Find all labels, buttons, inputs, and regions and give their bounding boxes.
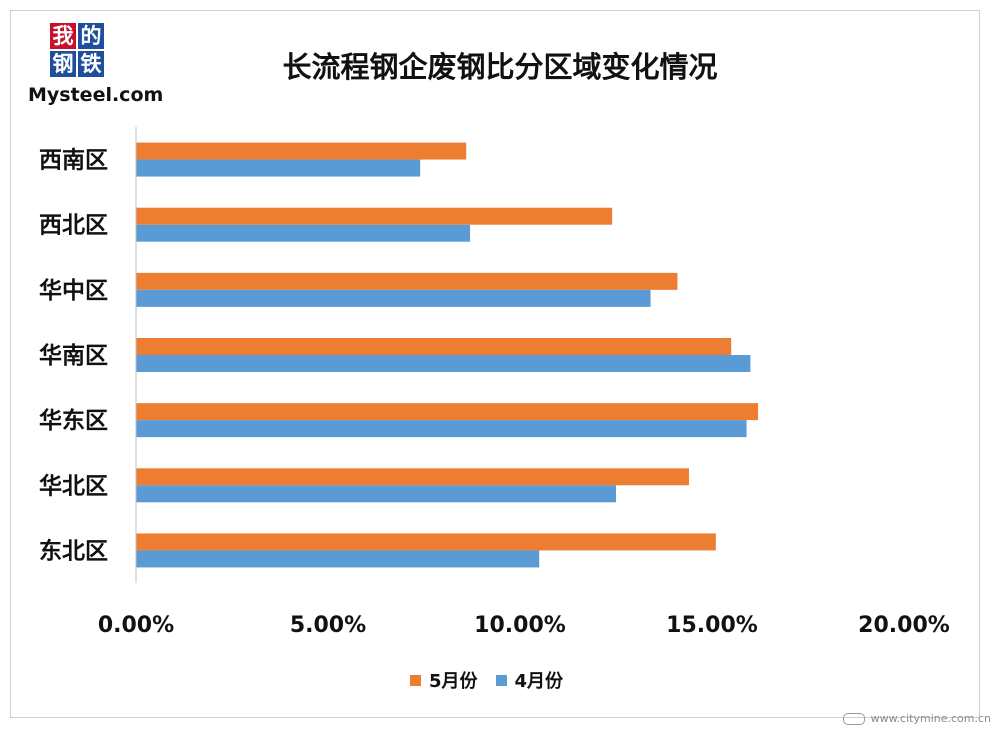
mysteel-logo: 我 的 钢 铁 Mysteel.com (28, 20, 178, 115)
legend-label-may: 5月份 (429, 671, 478, 692)
legend-swatch-may (410, 674, 421, 686)
watermark: www.citymine.com.cn (842, 712, 991, 725)
legend-swatch-april (495, 674, 507, 686)
watermark-text: www.citymine.com.cn (870, 712, 991, 725)
category-label-3: 华南区 (39, 342, 108, 369)
bars-group (136, 142, 759, 568)
bar-may-1 (136, 207, 613, 225)
bar-may-4 (136, 403, 759, 421)
bar-april-3 (136, 355, 751, 372)
category-label-4: 华东区 (39, 407, 108, 434)
citymine-logo-icon (842, 712, 865, 725)
bar-may-3 (136, 338, 732, 355)
x-tick-labels: 0.00% 5.00% 10.00% 15.00% 20.00% (98, 613, 950, 638)
logo-char-4: 铁 (78, 51, 104, 77)
bar-may-5 (136, 468, 689, 486)
x-tick-label-3: 15.00% (666, 613, 758, 638)
x-tick-label-0: 0.00% (98, 613, 174, 638)
bar-april-2 (136, 289, 651, 307)
chart-title: 长流程钢企废钢比分区域变化情况 (282, 50, 718, 84)
bar-may-0 (136, 142, 467, 160)
category-label-2: 华中区 (39, 277, 108, 304)
bar-may-2 (136, 272, 678, 290)
x-tick-label-4: 20.00% (858, 613, 950, 638)
logo-text: Mysteel.com (28, 84, 164, 106)
logo-char-3: 钢 (50, 51, 76, 77)
bar-april-4 (136, 420, 747, 438)
legend-item-april: 4月份 (495, 667, 564, 693)
bar-may-6 (136, 533, 716, 551)
x-tick-label-1: 5.00% (290, 613, 366, 638)
category-label-5: 华北区 (39, 472, 108, 499)
x-tick-label-2: 10.00% (474, 613, 566, 638)
category-label-1: 西北区 (39, 213, 108, 239)
bar-april-6 (136, 550, 540, 568)
logo-char-2: 的 (78, 23, 104, 49)
category-label-0: 西南区 (39, 148, 108, 174)
bar-april-0 (136, 159, 421, 177)
bar-april-5 (136, 485, 616, 503)
legend-label-april: 4月份 (514, 671, 564, 692)
legend: 5月份 4月份 (410, 667, 581, 693)
legend-item-may: 5月份 (410, 667, 478, 693)
logo-char-1: 我 (50, 23, 76, 49)
category-label-6: 东北区 (39, 537, 108, 564)
bar-april-1 (136, 224, 471, 242)
